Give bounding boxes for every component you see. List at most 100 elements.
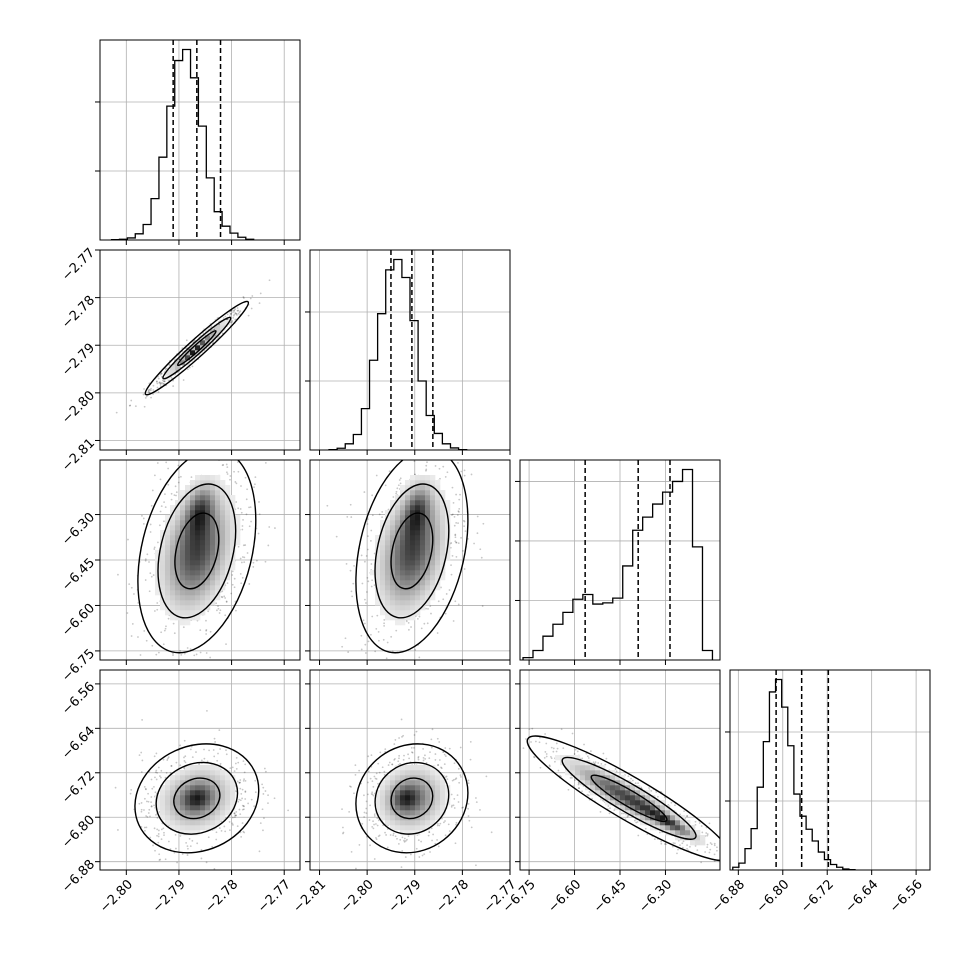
density-cell: [180, 810, 186, 816]
density-cell: [190, 830, 196, 836]
sample-point: [151, 787, 154, 790]
density-cell: [185, 525, 191, 531]
sample-point: [455, 777, 458, 780]
density-cell: [205, 525, 211, 531]
density-cell: [420, 505, 426, 511]
sample-point: [414, 648, 417, 651]
sample-point: [144, 787, 147, 790]
sample-point: [430, 746, 433, 749]
density-cell: [390, 500, 396, 506]
density-cell: [425, 600, 431, 606]
sample-point: [240, 485, 242, 487]
sample-point: [463, 525, 465, 528]
sample-point: [429, 451, 431, 453]
density-cell: [230, 550, 236, 556]
sample-point: [182, 767, 185, 769]
density-cell: [200, 590, 206, 596]
sample-point: [437, 764, 440, 766]
density-cell: [230, 500, 236, 506]
sample-point: [157, 829, 160, 832]
density-cell: [415, 800, 421, 806]
density-cell: [195, 765, 201, 771]
density-cell: [215, 795, 221, 801]
density-cell: [425, 480, 431, 486]
density-cell: [205, 570, 211, 576]
sample-point: [164, 627, 167, 630]
density-cell: [415, 530, 421, 536]
sample-point: [231, 766, 234, 769]
density-cell: [180, 790, 186, 796]
sample-point: [156, 608, 159, 611]
sample-point: [183, 760, 186, 762]
density-cell: [425, 810, 431, 816]
density-cell: [435, 780, 441, 786]
density-cell: [215, 480, 221, 486]
density-cell: [185, 810, 191, 816]
density-cell: [385, 515, 391, 521]
sample-point: [155, 752, 158, 755]
density-cell: [380, 815, 386, 821]
density-cell: [445, 525, 451, 531]
density-cell: [380, 785, 386, 791]
density-cell: [180, 555, 186, 561]
sample-point: [252, 561, 255, 564]
sample-point: [216, 759, 219, 762]
density-cell: [210, 580, 216, 586]
density-cell: [230, 785, 236, 791]
sample-point: [490, 831, 493, 834]
density-cell: [430, 480, 436, 486]
sample-point: [348, 810, 351, 813]
density-cell: [430, 510, 436, 516]
sample-point: [706, 846, 709, 849]
density-cell: [180, 595, 186, 601]
sample-point: [200, 759, 203, 762]
sample-point: [430, 612, 432, 615]
density-cell: [195, 820, 201, 826]
sample-point: [162, 380, 165, 383]
density-cell: [215, 475, 221, 481]
density-cell: [205, 605, 211, 611]
density-cell: [185, 585, 191, 591]
sample-point: [368, 819, 371, 821]
sample-point: [373, 584, 376, 587]
sample-point: [170, 498, 173, 501]
density-cell: [180, 830, 186, 836]
density-cell: [205, 530, 211, 536]
y-tick-label: −6.88: [59, 857, 98, 896]
sample-point: [146, 553, 149, 556]
density-cell: [415, 475, 421, 481]
sample-point: [230, 312, 233, 315]
density-cell: [210, 555, 216, 561]
sample-point: [377, 639, 380, 642]
sample-point: [152, 389, 155, 391]
sample-point: [160, 631, 163, 634]
sample-point: [381, 766, 384, 769]
density-cell: [430, 775, 436, 781]
sample-point: [255, 559, 258, 562]
sample-point: [392, 832, 395, 835]
density-cell: [220, 795, 226, 801]
sample-point: [161, 379, 164, 382]
density-cell: [395, 505, 401, 511]
density-cell: [405, 780, 411, 786]
density-cell: [440, 560, 446, 566]
density-cell: [215, 595, 221, 601]
sample-point: [250, 520, 252, 523]
sample-point: [254, 779, 257, 782]
density-cell: [435, 560, 441, 566]
sample-point: [235, 312, 238, 315]
density-cell: [175, 555, 181, 561]
sample-point: [156, 382, 159, 385]
density-cell: [190, 810, 196, 816]
density-cell: [370, 570, 376, 576]
density-cell: [190, 615, 196, 621]
sample-point: [158, 381, 161, 384]
sample-point: [150, 801, 153, 804]
sample-point: [225, 749, 227, 752]
sample-point: [183, 739, 186, 742]
density-cell: [425, 510, 431, 516]
density-cell: [200, 535, 206, 541]
sample-point: [219, 748, 221, 750]
sample-point: [130, 635, 133, 637]
sample-point: [366, 548, 369, 551]
